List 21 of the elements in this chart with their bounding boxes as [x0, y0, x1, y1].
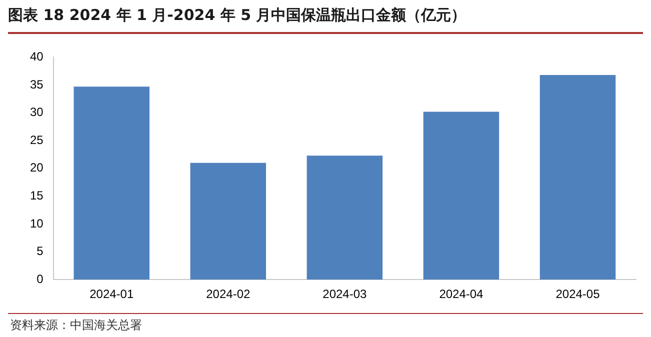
x-tick-label: 2024-04: [439, 287, 484, 302]
y-tick-label: 5: [36, 244, 44, 258]
chart-title: 图表 18 2024 年 1 月-2024 年 5 月中国保温瓶出口金额（亿元）: [8, 6, 466, 25]
y-tick-label: 0: [36, 272, 44, 286]
x-tick-label: 2024-02: [206, 287, 250, 302]
y-tick-label: 40: [30, 50, 44, 64]
bar: [190, 162, 266, 280]
y-tick-label: 10: [30, 216, 44, 230]
x-tick-label: 2024-01: [90, 287, 134, 302]
y-tick-label: 35: [30, 77, 44, 92]
bar: [423, 112, 500, 280]
text: 资料来源：中国海关总署: [10, 317, 142, 334]
y-tick-label: 20: [30, 160, 44, 175]
x-tick-label: 2024-03: [322, 287, 368, 302]
bar: [540, 74, 616, 280]
bar: [306, 156, 383, 280]
x-tick-label: 2024-05: [556, 287, 600, 302]
y-tick-label: 30: [30, 105, 44, 120]
y-tick-label: 25: [30, 132, 44, 147]
y-tick-label: 15: [30, 188, 44, 203]
bar: [74, 86, 150, 280]
